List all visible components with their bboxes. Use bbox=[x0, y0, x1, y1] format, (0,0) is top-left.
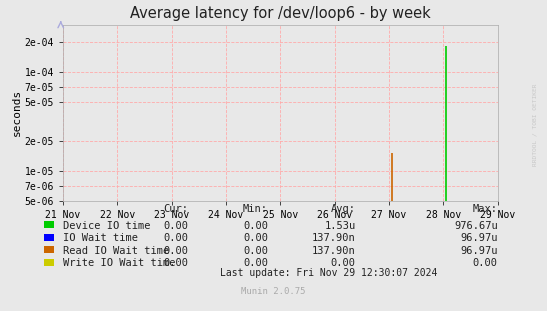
Text: Max:: Max: bbox=[473, 204, 498, 214]
Text: Min:: Min: bbox=[243, 204, 268, 214]
Text: 137.90n: 137.90n bbox=[312, 246, 356, 256]
Text: 0.00: 0.00 bbox=[243, 221, 268, 231]
Text: Read IO Wait time: Read IO Wait time bbox=[63, 246, 169, 256]
Text: 96.97u: 96.97u bbox=[460, 233, 498, 243]
Text: 0.00: 0.00 bbox=[164, 221, 189, 231]
Text: 96.97u: 96.97u bbox=[460, 246, 498, 256]
Title: Average latency for /dev/loop6 - by week: Average latency for /dev/loop6 - by week bbox=[130, 6, 430, 21]
Y-axis label: seconds: seconds bbox=[11, 89, 22, 136]
Text: Device IO time: Device IO time bbox=[63, 221, 150, 231]
Text: 0.00: 0.00 bbox=[164, 233, 189, 243]
Text: 0.00: 0.00 bbox=[243, 246, 268, 256]
Text: Last update: Fri Nov 29 12:30:07 2024: Last update: Fri Nov 29 12:30:07 2024 bbox=[219, 268, 437, 278]
Text: Avg:: Avg: bbox=[330, 204, 356, 214]
Text: 0.00: 0.00 bbox=[164, 246, 189, 256]
Text: 0.00: 0.00 bbox=[164, 258, 189, 268]
Text: 0.00: 0.00 bbox=[330, 258, 356, 268]
Text: 976.67u: 976.67u bbox=[454, 221, 498, 231]
Text: Cur:: Cur: bbox=[164, 204, 189, 214]
Text: Write IO Wait time: Write IO Wait time bbox=[63, 258, 176, 268]
Text: 0.00: 0.00 bbox=[243, 233, 268, 243]
Text: 0.00: 0.00 bbox=[473, 258, 498, 268]
Text: Munin 2.0.75: Munin 2.0.75 bbox=[241, 287, 306, 296]
Text: RRDTOOL / TOBI OETIKER: RRDTOOL / TOBI OETIKER bbox=[532, 83, 538, 166]
Text: 1.53u: 1.53u bbox=[324, 221, 356, 231]
Text: IO Wait time: IO Wait time bbox=[63, 233, 138, 243]
Text: 137.90n: 137.90n bbox=[312, 233, 356, 243]
Text: 0.00: 0.00 bbox=[243, 258, 268, 268]
